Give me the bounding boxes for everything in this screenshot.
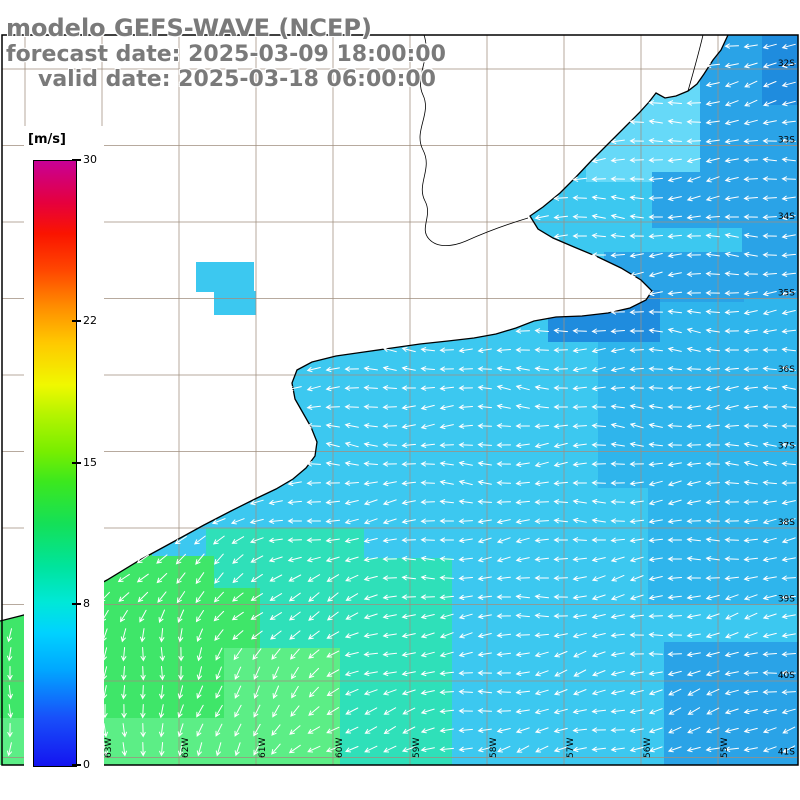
colorbar-tick-mark xyxy=(72,461,81,464)
lagoon-cell xyxy=(214,291,256,315)
river-border-lines xyxy=(419,34,704,247)
lat-label: 39S xyxy=(778,595,795,605)
colorbar-tick-label: 22 xyxy=(83,314,97,328)
wind-direction-arrows xyxy=(6,43,796,757)
colorbar-tick-label: 0 xyxy=(83,758,90,771)
lon-label: 57W xyxy=(566,738,576,758)
colorbar-tick-mark xyxy=(72,159,81,161)
lat-label: 33S xyxy=(778,136,795,146)
lon-label: 55W xyxy=(720,738,730,758)
lon-label: 60W xyxy=(335,738,345,758)
colorbar-panel: [m/s] 30 22 15 8 0 xyxy=(24,126,104,776)
lat-label: 40S xyxy=(778,671,795,681)
colorbar-tick-mark xyxy=(72,602,81,605)
lon-label: 59W xyxy=(412,738,422,758)
lat-label: 32S xyxy=(778,59,795,69)
lat-label: 38S xyxy=(778,518,795,528)
lon-label: 58W xyxy=(489,738,499,758)
map-frame xyxy=(1,34,799,766)
latitude-labels: 32S 33S 34S 35S 36S 37S 38S 39S 40S 41S xyxy=(778,59,795,758)
lat-label: 37S xyxy=(778,442,795,452)
lon-label: 61W xyxy=(258,738,268,758)
model-title: modelo GEFS-WAVE (NCEP) xyxy=(6,14,372,42)
valid-date-label: valid date: 2025-03-18 06:00:00 xyxy=(38,67,436,92)
lon-label: 62W xyxy=(181,738,191,758)
lat-label: 34S xyxy=(778,212,795,222)
colorbar-unit-label: [m/s] xyxy=(28,132,66,147)
land-area xyxy=(0,35,728,621)
lagoon-cell xyxy=(196,262,254,292)
lat-label: 36S xyxy=(778,365,795,375)
colorbar-tick-label: 8 xyxy=(83,596,90,610)
lat-label: 41S xyxy=(778,748,795,758)
lat-label: 35S xyxy=(778,289,795,299)
forecast-date-label: forecast date: 2025-03-09 18:00:00 xyxy=(6,42,446,67)
lon-label: 63W xyxy=(104,738,114,758)
colorbar-tick-label: 30 xyxy=(83,153,97,166)
lon-label: 56W xyxy=(643,738,653,758)
colorbar-tick-mark xyxy=(72,320,81,323)
coastline xyxy=(0,34,729,622)
colorbar-tick-label: 15 xyxy=(83,455,97,469)
colorbar-tick-mark xyxy=(72,764,81,766)
colorbar-gradient xyxy=(33,160,77,767)
